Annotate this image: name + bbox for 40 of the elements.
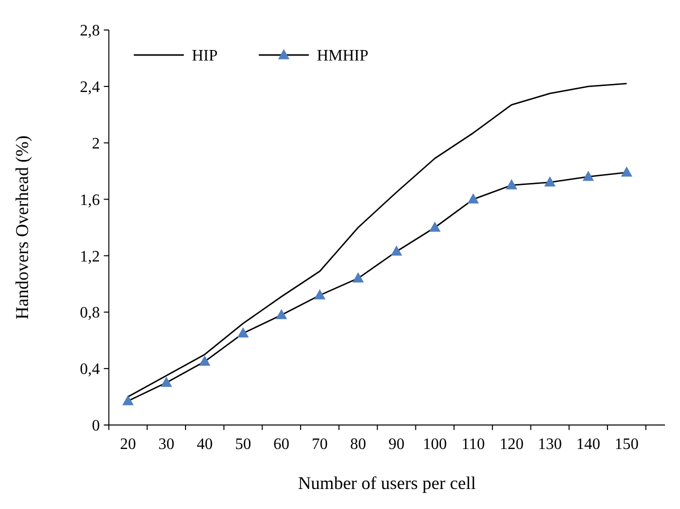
point — [237, 327, 249, 338]
y-tick-label: 2,8 — [80, 22, 100, 40]
x-tick-label: 30 — [158, 436, 174, 453]
legend-label: HMHIP — [316, 48, 368, 65]
legend-label: HIP — [192, 48, 218, 65]
point — [620, 166, 632, 177]
x-tick-label: 90 — [388, 436, 404, 453]
x-tick-label: 60 — [273, 436, 290, 453]
point — [544, 176, 556, 187]
point — [390, 245, 402, 256]
x-tick-label: 100 — [422, 436, 447, 453]
y-tick-label: 2,4 — [80, 79, 100, 96]
point — [429, 222, 441, 232]
point — [506, 179, 518, 190]
y-tick-label: 1,6 — [80, 192, 100, 209]
point — [160, 376, 172, 387]
x-axis-title: Number of users per cell — [298, 473, 476, 493]
point — [582, 170, 594, 181]
x-tick-label: 20 — [120, 436, 136, 453]
x-tick-label: 130 — [538, 436, 562, 453]
point — [199, 356, 210, 366]
x-tick-label: 120 — [500, 436, 524, 453]
y-tick-label: 1,2 — [80, 248, 100, 266]
y-tick-label: 0 — [92, 418, 100, 435]
y-axis-title: Handovers Overhead (%) — [12, 136, 32, 320]
x-tick-label: 50 — [235, 436, 252, 453]
x-tick-label: 40 — [196, 436, 213, 453]
x-tick-label: 150 — [614, 436, 639, 453]
point — [122, 395, 134, 406]
y-tick-label: 2 — [92, 135, 100, 152]
x-tick-label: 110 — [462, 436, 485, 453]
x-tick-label: 70 — [312, 436, 328, 453]
x-tick-label: 140 — [576, 436, 600, 453]
x-tick-label: 80 — [350, 436, 366, 453]
point — [276, 308, 288, 320]
y-tick-label: 0,4 — [80, 361, 100, 378]
point — [468, 193, 479, 204]
y-tick-label: 0,8 — [80, 304, 100, 322]
point — [352, 272, 364, 282]
point — [314, 289, 326, 300]
